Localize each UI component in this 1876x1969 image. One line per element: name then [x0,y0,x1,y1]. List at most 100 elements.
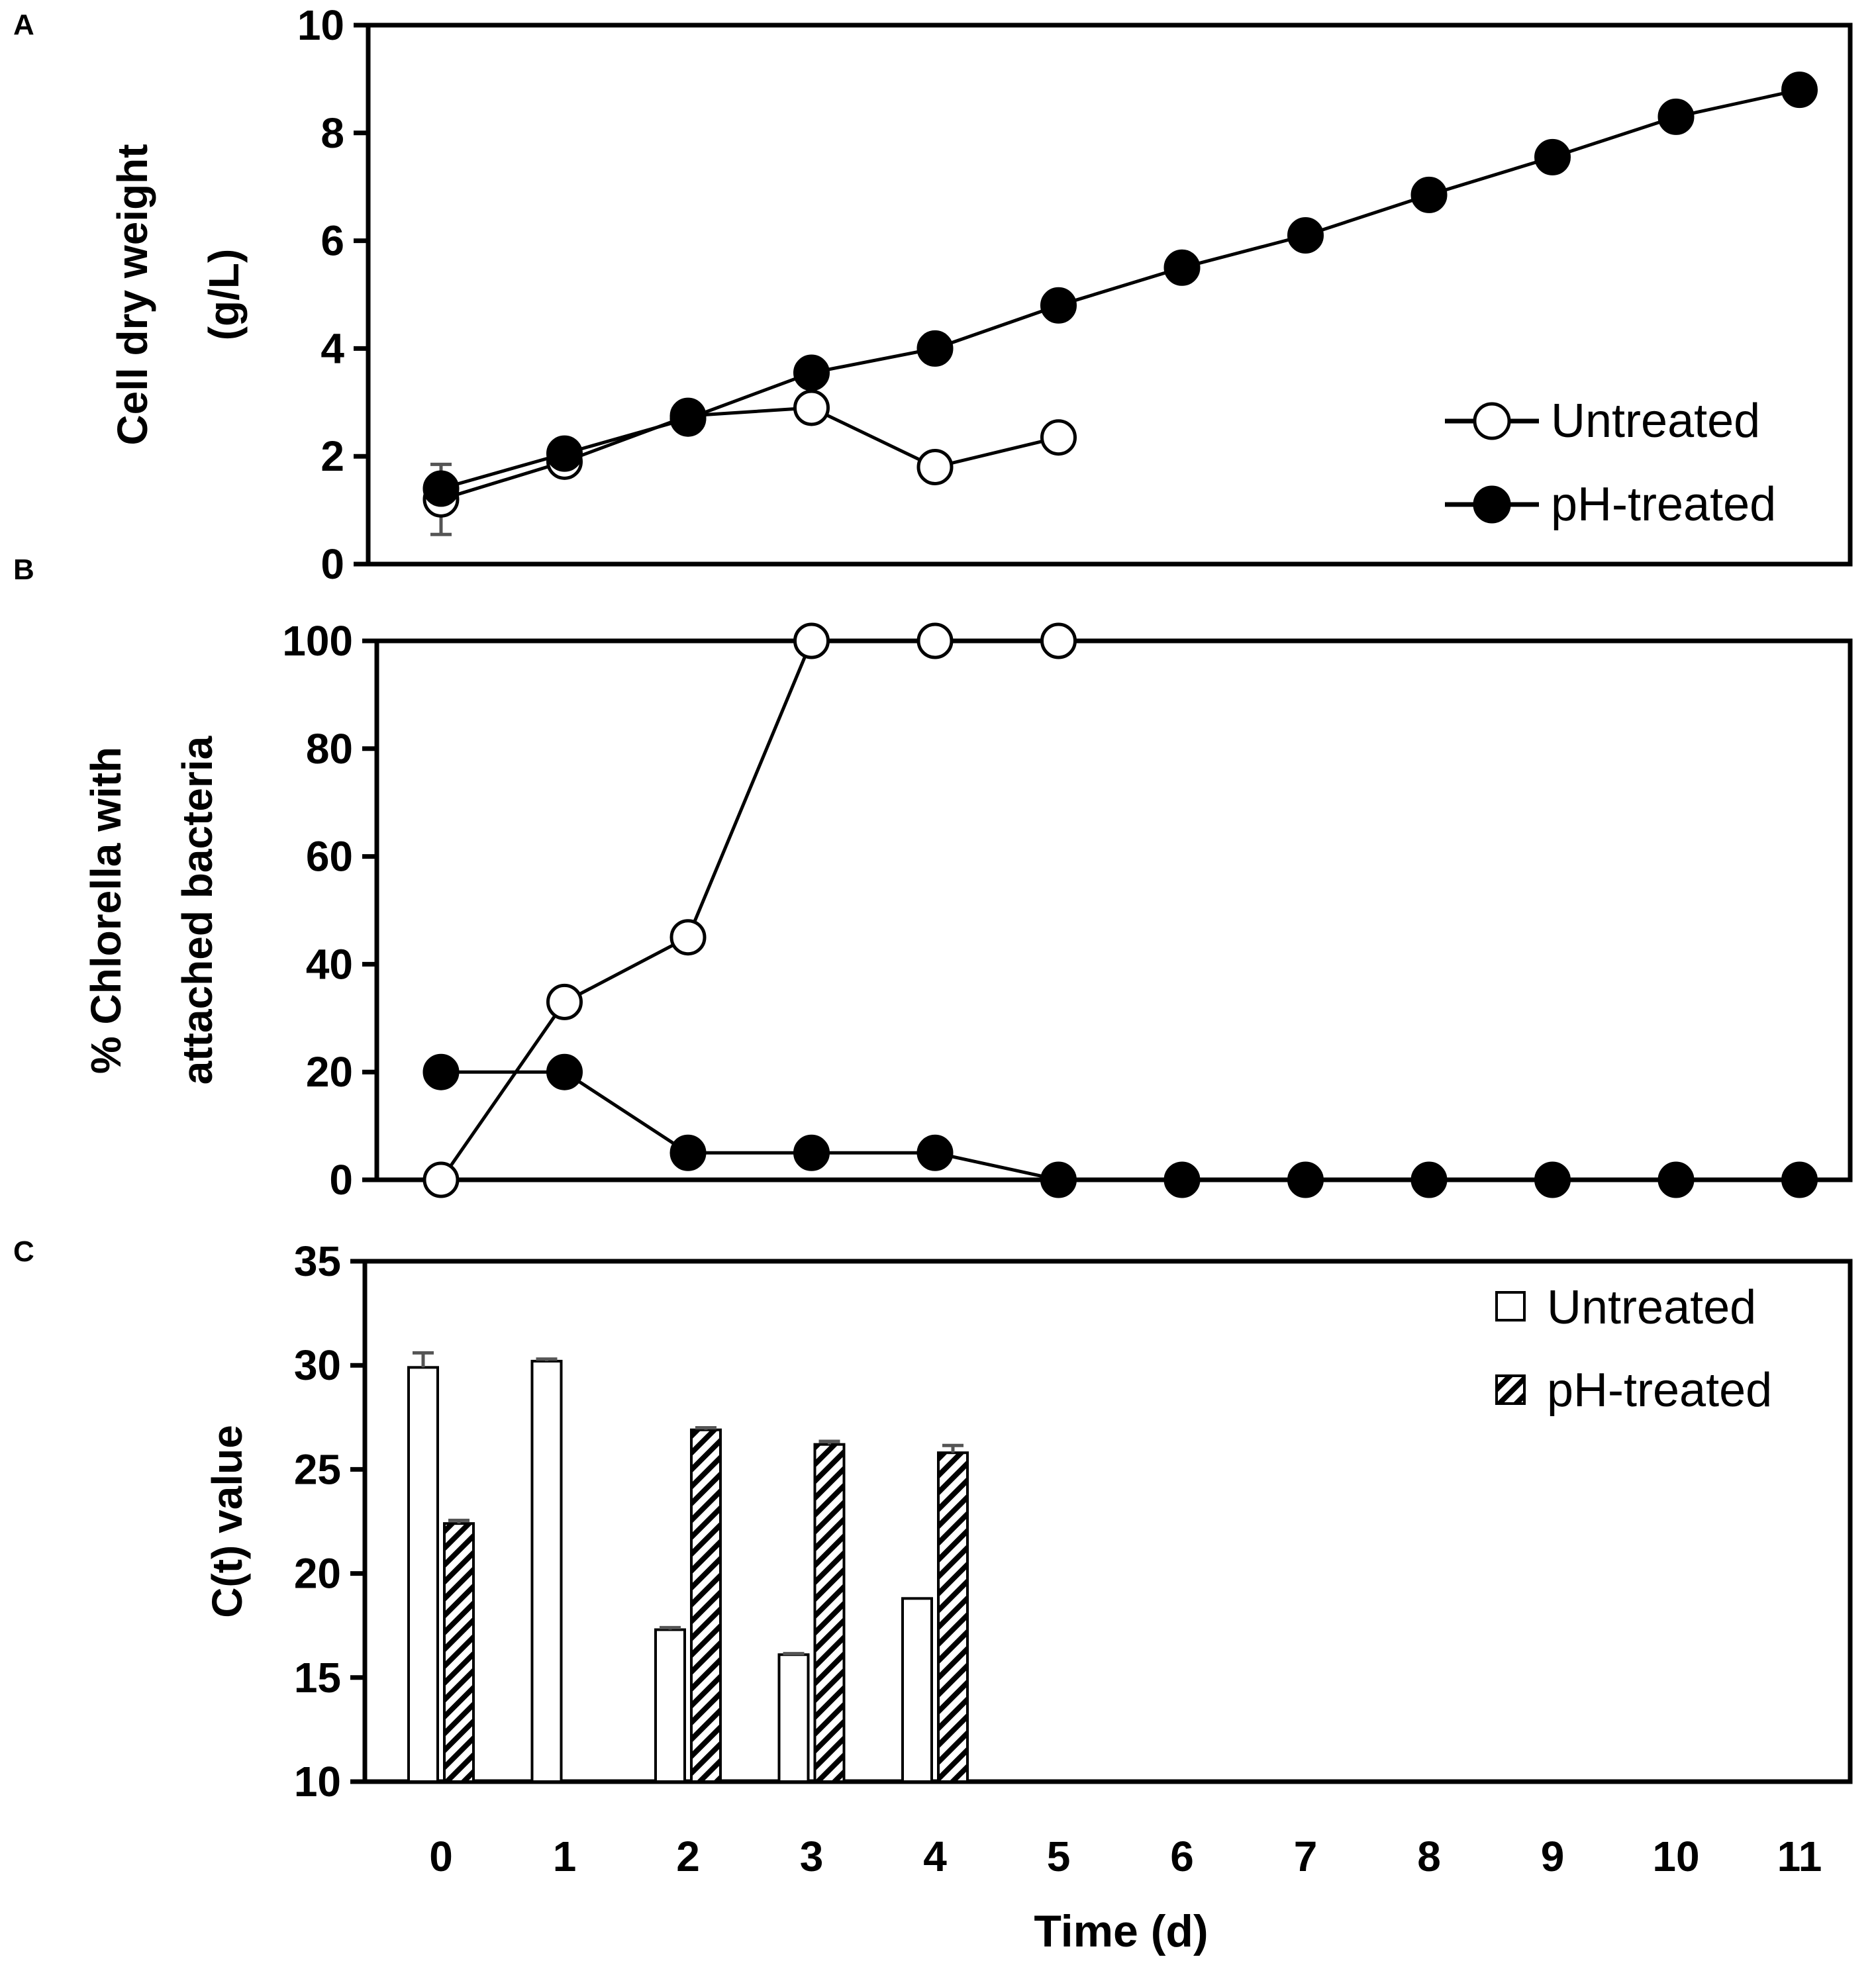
data-point-a-ph-treated-5 [1040,287,1077,324]
panel-a-letter: A [13,9,34,41]
y-tick-label-c-5: 35 [294,1237,341,1285]
y-label-b-line-1: attached bacteria [173,736,221,1084]
data-point-a-ph-treated-2 [669,400,707,437]
x-axis-label: Time (d) [1034,1906,1208,1956]
legend-a-ph-label: pH-treated [1551,478,1776,531]
data-point-b-ph-treated-5 [1040,1161,1077,1198]
series-line-a-ph-treated [440,88,1801,491]
bar-ph-treated-day-2 [690,1428,722,1784]
y-label-a-line-1: (g/L) [200,249,248,341]
y-tick-label-b-4: 80 [306,725,353,773]
x-tick-label-11: 11 [1777,1833,1822,1880]
legend-c-untreated-label: Untreated [1547,1281,1756,1334]
legend-a-untreated-label: Untreated [1551,395,1760,448]
bar-ph-treated-day-3 [813,1443,846,1784]
legend-a-ph-marker [1473,485,1511,524]
legend-c-untreated-swatch [1495,1291,1526,1321]
data-point-b-ph-treated-1 [546,1053,583,1090]
y-tick-label-a-1: 2 [321,432,344,480]
y-tick-label-c-1: 15 [294,1654,341,1702]
data-point-b-untreated-4 [916,622,954,659]
data-point-a-ph-treated-6 [1163,249,1201,286]
legend-c-ph-swatch [1495,1374,1526,1405]
data-point-a-ph-treated-10 [1657,98,1695,135]
data-point-b-ph-treated-10 [1657,1161,1695,1198]
data-point-a-ph-treated-11 [1781,72,1818,109]
panel-c-bars [407,1351,969,1784]
panel-c-y-ticks: 10 15 20 25 30 35 [294,1237,365,1805]
panel-b: B 0 20 40 60 80 100 % Chlorella with attached … [13,553,1853,1204]
data-point-a-ph-treated-8 [1410,176,1448,213]
x-tick-label-6: 6 [1170,1833,1194,1880]
data-point-a-untreated-4 [916,448,954,485]
x-tick-label-1: 1 [553,1833,577,1880]
y-tick-label-a-3: 6 [321,217,344,265]
bar-untreated-day-3 [777,1653,810,1784]
panel-c-x-ticks: 0 1 2 3 4 5 6 7 8 9 10 11 [429,1833,1822,1880]
data-point-b-ph-treated-7 [1287,1161,1324,1198]
panel-c-frame [362,1259,1853,1784]
bar-untreated-day-4 [901,1597,933,1783]
x-tick-label-4: 4 [923,1833,947,1880]
y-label-b-line-0: % Chlorella with [82,747,130,1074]
y-tick-label-b-3: 60 [306,833,353,881]
data-point-b-ph-treated-2 [669,1134,707,1171]
y-tick-label-c-3: 25 [294,1445,341,1493]
x-tick-label-10: 10 [1652,1833,1699,1880]
data-point-a-ph-treated-9 [1534,138,1571,175]
y-tick-label-c-0: 10 [294,1758,341,1805]
data-point-a-ph-treated-0 [422,470,460,507]
y-tick-label-b-5: 100 [282,617,353,665]
panel-b-letter: B [13,553,34,586]
bar-ph-treated-day-4 [937,1451,969,1784]
y-label-c-line-0: C(t) value [203,1425,251,1618]
series-line-b-ph-treated [441,1070,1800,1182]
legend-a-untreated-marker [1473,402,1511,440]
x-tick-label-2: 2 [676,1833,700,1880]
data-point-b-ph-treated-9 [1534,1161,1571,1198]
panel-b-series [422,622,1818,1198]
panel-b-y-ticks: 0 20 40 60 80 100 [282,617,377,1204]
panel-a: A 0 2 4 6 8 10 Cell dry weight (g/L) Untreated… [13,1,1853,588]
y-tick-label-a-2: 4 [321,324,344,372]
data-point-b-ph-treated-3 [793,1134,830,1171]
y-tick-label-c-4: 30 [294,1341,341,1389]
data-point-b-untreated-0 [422,1161,460,1198]
x-tick-label-8: 8 [1417,1833,1441,1880]
bar-untreated-day-0 [407,1366,439,1783]
data-point-b-ph-treated-0 [422,1053,460,1090]
data-point-b-untreated-3 [793,622,830,659]
data-point-a-ph-treated-1 [546,435,583,472]
x-tick-label-3: 3 [800,1833,824,1880]
panel-b-frame [374,638,1853,1182]
panel-a-legend: Untreated pH-treated [1445,395,1776,531]
data-point-b-untreated-5 [1040,622,1077,659]
data-point-b-ph-treated-11 [1781,1161,1818,1198]
x-tick-label-9: 9 [1541,1833,1565,1880]
data-point-a-ph-treated-4 [916,330,954,367]
x-tick-label-7: 7 [1294,1833,1318,1880]
panel-b-y-label: % Chlorella with attached bacteria [82,736,221,1084]
y-tick-label-a-0: 0 [321,540,344,588]
y-tick-label-c-2: 20 [294,1550,341,1598]
panel-c-legend: Untreated pH-treated [1495,1281,1772,1417]
y-tick-label-b-1: 20 [306,1048,353,1096]
bar-untreated-day-2 [654,1628,686,1784]
bar-untreated-day-1 [530,1359,563,1784]
series-line-b-untreated [439,639,1059,1181]
y-tick-label-b-0: 0 [329,1156,353,1204]
y-tick-label-b-2: 40 [306,940,353,988]
data-point-b-ph-treated-6 [1163,1161,1201,1198]
x-tick-label-5: 5 [1047,1833,1071,1880]
panel-a-frame [366,23,1853,567]
panel-c: C 10 15 20 25 30 35 C(t) value 0 1 2 3 4 5 6 7 8 9 10 11… [13,1235,1853,1956]
data-point-a-ph-treated-3 [793,354,830,391]
panel-a-series [422,72,1818,536]
x-tick-label-0: 0 [429,1833,453,1880]
y-label-a-line-0: Cell dry weight [109,144,156,445]
panel-c-letter: C [13,1235,34,1268]
data-point-b-ph-treated-8 [1410,1161,1448,1198]
data-point-a-untreated-3 [793,389,830,426]
panel-a-y-label: Cell dry weight (g/L) [109,144,248,445]
